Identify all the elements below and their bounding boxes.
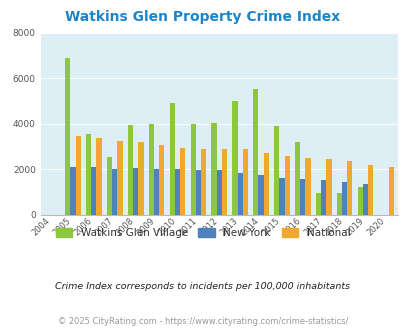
- Bar: [237, 173, 242, 214]
- Bar: [86, 134, 91, 214]
- Bar: [232, 101, 237, 214]
- Bar: [258, 175, 263, 214]
- Text: Watkins Glen Property Crime Index: Watkins Glen Property Crime Index: [65, 10, 340, 24]
- Bar: [294, 142, 299, 214]
- Bar: [305, 158, 310, 214]
- Bar: [200, 149, 206, 214]
- Bar: [320, 181, 326, 214]
- Text: Crime Index corresponds to incidents per 100,000 inhabitants: Crime Index corresponds to incidents per…: [55, 282, 350, 291]
- Bar: [70, 167, 75, 214]
- Bar: [138, 142, 143, 214]
- Text: © 2025 CityRating.com - https://www.cityrating.com/crime-statistics/: © 2025 CityRating.com - https://www.city…: [58, 317, 347, 326]
- Bar: [112, 169, 117, 214]
- Bar: [195, 170, 200, 214]
- Bar: [263, 153, 268, 214]
- Bar: [133, 168, 138, 214]
- Bar: [153, 169, 159, 214]
- Bar: [107, 157, 112, 214]
- Bar: [211, 123, 216, 214]
- Bar: [362, 184, 367, 215]
- Bar: [315, 193, 320, 214]
- Bar: [284, 155, 289, 214]
- Bar: [326, 159, 331, 214]
- Bar: [190, 124, 195, 214]
- Bar: [273, 126, 279, 214]
- Bar: [169, 103, 175, 214]
- Bar: [91, 167, 96, 214]
- Bar: [357, 187, 362, 214]
- Bar: [346, 161, 352, 214]
- Bar: [253, 88, 258, 214]
- Bar: [216, 170, 221, 214]
- Bar: [299, 179, 305, 215]
- Bar: [96, 139, 102, 214]
- Bar: [159, 145, 164, 214]
- Bar: [341, 182, 346, 215]
- Bar: [388, 167, 393, 214]
- Bar: [75, 136, 81, 214]
- Bar: [148, 124, 153, 214]
- Bar: [336, 193, 341, 214]
- Bar: [242, 149, 247, 214]
- Bar: [117, 141, 122, 214]
- Bar: [279, 178, 284, 214]
- Legend: Watkins Glen Village, New York, National: Watkins Glen Village, New York, National: [56, 228, 349, 238]
- Bar: [180, 148, 185, 214]
- Bar: [367, 165, 373, 214]
- Bar: [65, 58, 70, 214]
- Bar: [128, 125, 133, 214]
- Bar: [221, 149, 226, 214]
- Bar: [175, 169, 180, 214]
